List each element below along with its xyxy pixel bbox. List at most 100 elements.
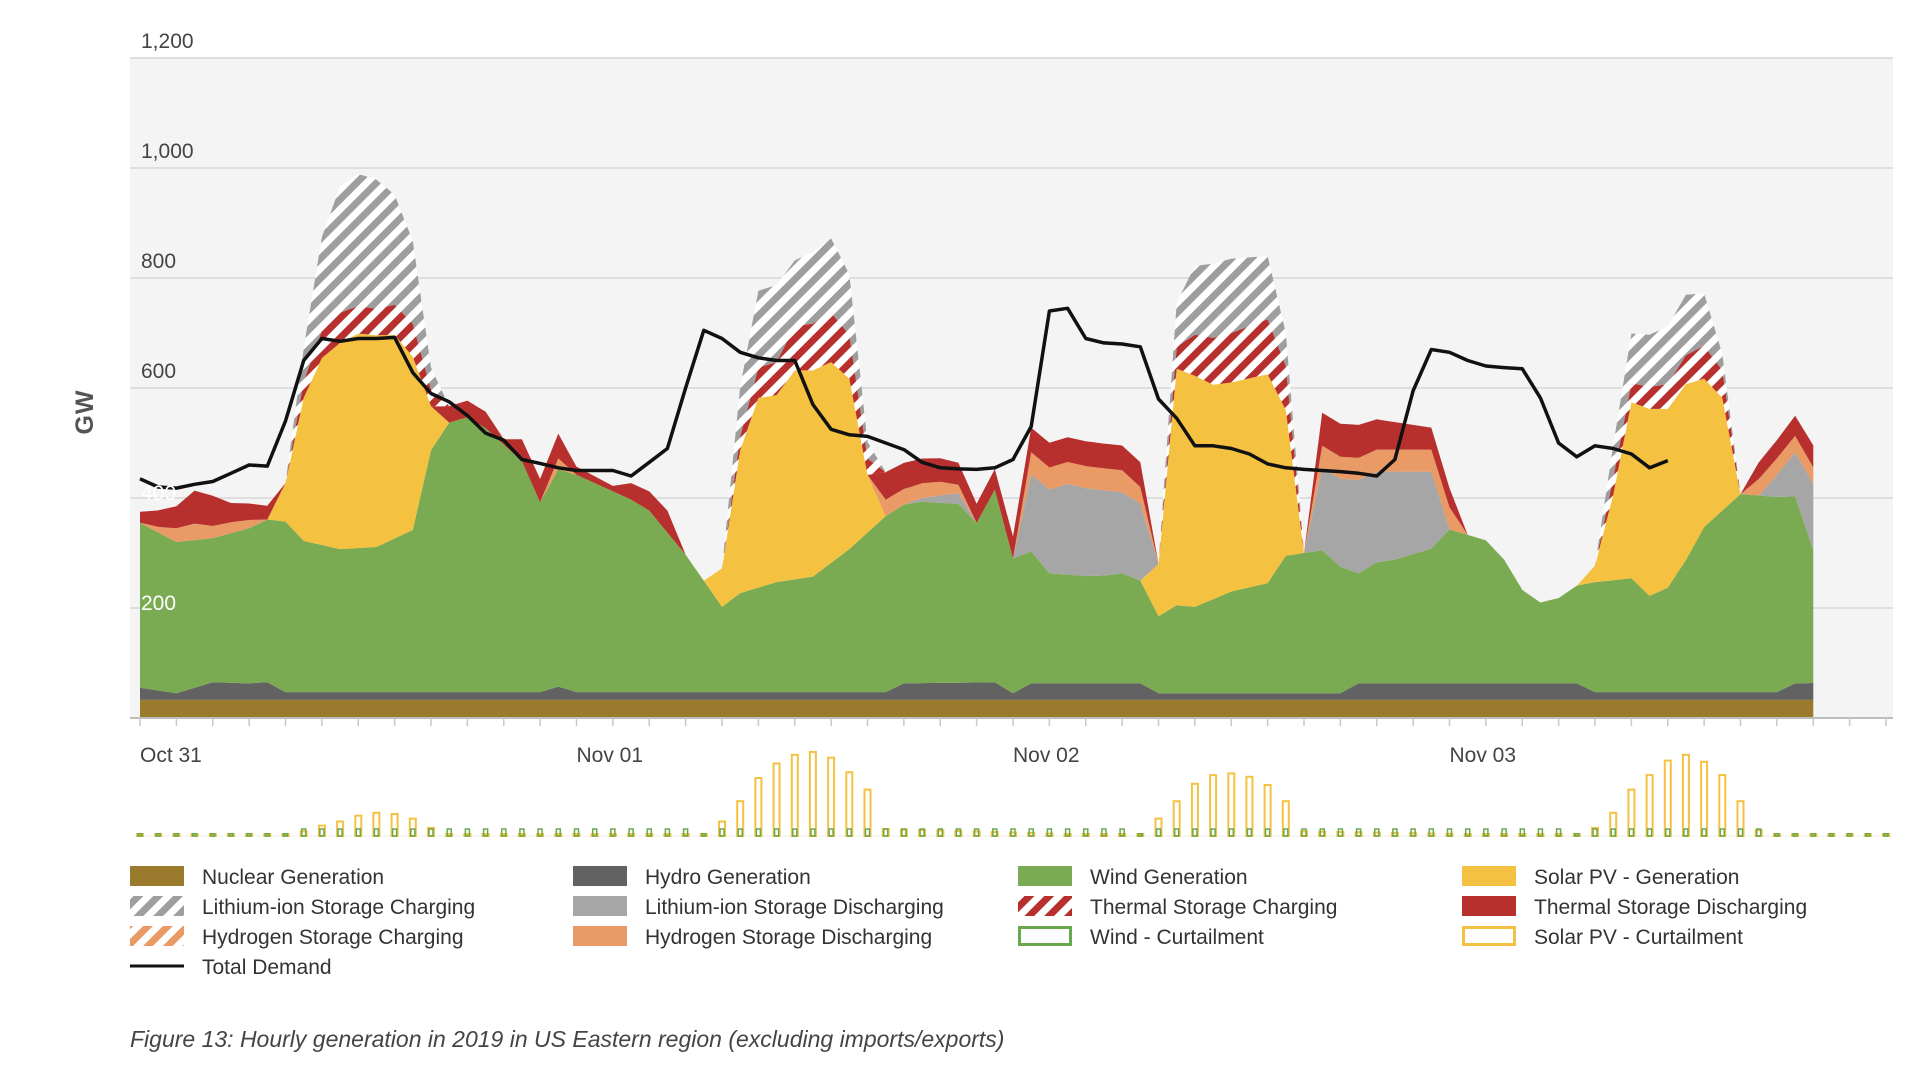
wind-curtailment-bar xyxy=(519,828,525,837)
wind-curtailment-bar xyxy=(1501,828,1507,837)
wind-curtailment-bar xyxy=(1119,828,1125,837)
wind-curtailment-bar xyxy=(501,828,507,837)
legend-swatch xyxy=(1018,866,1072,886)
y-tick-label-200: 200 xyxy=(141,592,176,615)
wind-curtailment-bar xyxy=(137,832,143,837)
wind-curtailment-bar xyxy=(1865,832,1871,837)
y-tick-label-400: 400 xyxy=(141,482,176,505)
legend-item-th-chg: Thermal Storage Charging xyxy=(1018,896,1337,919)
y-tick-label-600: 600 xyxy=(141,360,176,383)
wind-curtailment-bar xyxy=(628,828,634,837)
wind-curtailment-bar xyxy=(1010,828,1016,837)
wind-curtailment-bar xyxy=(1464,828,1471,837)
solar-curtailment-bar xyxy=(1681,753,1690,837)
wind-curtailment-bar xyxy=(1537,828,1544,837)
wind-curtailment-bar xyxy=(719,828,725,837)
legend-item-nuclear: Nuclear Generation xyxy=(130,866,384,889)
wind-curtailment-bar xyxy=(1137,832,1144,837)
legend-label: Thermal Storage Charging xyxy=(1090,896,1337,919)
stacked-areas xyxy=(140,174,1814,718)
wind-curtailment-bar xyxy=(1646,828,1653,837)
wind-curtailment-bar xyxy=(1683,828,1689,837)
solar-curtailment-bar xyxy=(845,771,854,838)
wind-curtailment-bar xyxy=(482,828,489,837)
area-wind xyxy=(140,417,1814,694)
x-tick-label-nov-03: Nov 03 xyxy=(1450,744,1517,767)
wind-curtailment-bar xyxy=(955,828,962,837)
wind-curtailment-bar xyxy=(1374,828,1380,837)
wind-curtailment-bar xyxy=(1101,828,1107,837)
wind-curtailment-bar xyxy=(1046,828,1053,837)
wind-curtailment-bar xyxy=(1192,828,1198,837)
legend-item-wind: Wind Generation xyxy=(1018,866,1248,889)
wind-curtailment-bar xyxy=(864,828,871,837)
wind-curtailment-bar xyxy=(464,828,471,837)
legend-label: Wind - Curtailment xyxy=(1090,926,1264,949)
wind-curtailment-bar xyxy=(1246,828,1253,837)
wind-curtailment-bar xyxy=(246,832,252,837)
wind-curtailment-bar xyxy=(591,828,598,837)
wind-curtailment-bar xyxy=(973,828,980,837)
wind-curtailment-bar xyxy=(1301,828,1307,837)
legend-label: Total Demand xyxy=(202,956,332,979)
wind-curtailment-bar xyxy=(701,832,707,837)
wind-curtailment-bar xyxy=(1792,832,1798,837)
solar-curtailment-bar xyxy=(1209,774,1218,837)
wind-curtailment-bar xyxy=(610,828,616,837)
legend-item-wind-curt: Wind - Curtailment xyxy=(1018,926,1264,949)
wind-curtailment-bar xyxy=(264,832,271,837)
wind-curtailment-bar xyxy=(1610,828,1616,837)
legend-item-li-chg: Lithium-ion Storage Charging xyxy=(130,896,475,919)
solar-curtailment-bar xyxy=(808,750,817,838)
wind-curtailment-bar xyxy=(1483,828,1489,837)
wind-curtailment-bar xyxy=(155,832,161,837)
legend-swatch xyxy=(130,866,184,886)
wind-curtailment-bar xyxy=(1392,828,1398,837)
wind-curtailment-bar xyxy=(173,832,180,837)
wind-curtailment-bar xyxy=(846,828,853,837)
solar-curtailment-bar xyxy=(1190,782,1199,837)
x-tick-label-nov-02: Nov 02 xyxy=(1013,744,1080,767)
wind-curtailment-bar xyxy=(1410,828,1416,837)
solar-curtailment-bar xyxy=(827,756,836,838)
wind-curtailment-bar xyxy=(1355,828,1362,837)
wind-curtailment-bar xyxy=(555,828,562,837)
wind-curtailment-bar xyxy=(1846,832,1853,837)
wind-curtailment-bar xyxy=(1592,828,1598,837)
wind-curtailment-bar xyxy=(282,832,289,837)
wind-curtailment-bar xyxy=(1737,828,1744,837)
legend: Nuclear Generation Hydro Generation Wind G… xyxy=(130,866,1807,979)
x-axis-ticks: Oct 31 Nov 01 Nov 02 Nov 03 xyxy=(139,718,1887,767)
wind-curtailment-bar xyxy=(1519,828,1526,837)
wind-curtailment-bar xyxy=(228,832,234,837)
wind-curtailment-bar xyxy=(210,832,216,837)
solar-curtailment-bar xyxy=(1645,774,1654,837)
wind-curtailment-bar xyxy=(1319,828,1325,837)
wind-curtailment-bar xyxy=(319,828,325,837)
wind-curtailment-bar xyxy=(1283,828,1289,837)
wind-curtailment-bar xyxy=(1264,828,1271,837)
wind-curtailment-bar xyxy=(1446,828,1453,837)
figure-caption: Figure 13: Hourly generation in 2019 in … xyxy=(130,1026,1004,1052)
wind-curtailment-bar xyxy=(1774,832,1780,837)
wind-curtailment-bar xyxy=(682,828,689,837)
legend-label: Solar PV - Curtailment xyxy=(1534,926,1743,949)
legend-item-th-dis: Thermal Storage Discharging xyxy=(1462,896,1807,919)
wind-curtailment-bar xyxy=(792,828,798,837)
wind-curtailment-bar xyxy=(337,828,343,837)
wind-curtailment-bar xyxy=(446,828,452,837)
y-axis-ticks: 200 400 600 800 1,000 1,200 xyxy=(141,30,194,615)
legend-swatch xyxy=(573,926,627,946)
solar-curtailment-bar xyxy=(1663,759,1672,837)
wind-curtailment-bar xyxy=(1701,828,1707,837)
solar-curtailment-bar xyxy=(1718,774,1727,837)
legend-swatch xyxy=(130,926,184,946)
wind-curtailment-bar xyxy=(191,832,198,837)
wind-curtailment-bar xyxy=(773,828,780,837)
wind-curtailment-bar xyxy=(901,828,907,837)
solar-curtailment-bar xyxy=(754,777,763,837)
legend-item-demand: Total Demand xyxy=(130,956,332,979)
wind-curtailment-bar xyxy=(573,828,580,837)
wind-curtailment-bar xyxy=(992,828,998,837)
wind-curtailment-bar xyxy=(428,828,434,837)
